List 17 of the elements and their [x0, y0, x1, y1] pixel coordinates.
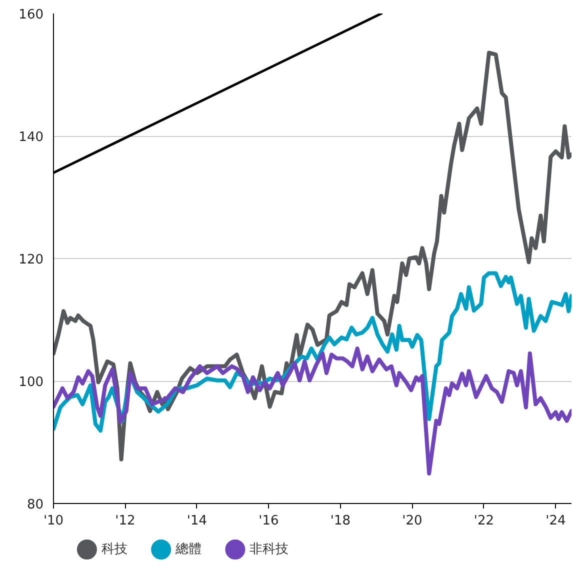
legend-label: 總體 — [174, 542, 202, 557]
x-tick-label: '12 — [115, 514, 136, 528]
legend-label: 非科技 — [250, 542, 289, 557]
line-series — [54, 346, 572, 476]
y-tick-label: 140 — [18, 130, 44, 145]
x-tick-label: '14 — [186, 514, 208, 528]
x-tick-label: '24 — [546, 514, 566, 528]
x-tick-label: '18 — [330, 514, 351, 528]
y-tick-label: 120 — [18, 252, 44, 268]
y-tick-label: 160 — [18, 8, 44, 22]
x-tick-label: '10 — [43, 514, 64, 528]
x-tick-label: '20 — [402, 514, 422, 528]
x-tick-label: '22 — [474, 514, 494, 528]
y-tick-label: 80 — [26, 498, 44, 512]
y-tick-label: 100 — [18, 375, 44, 390]
x-tick-label: '16 — [258, 514, 279, 528]
legend-label: 科技 — [101, 542, 128, 557]
